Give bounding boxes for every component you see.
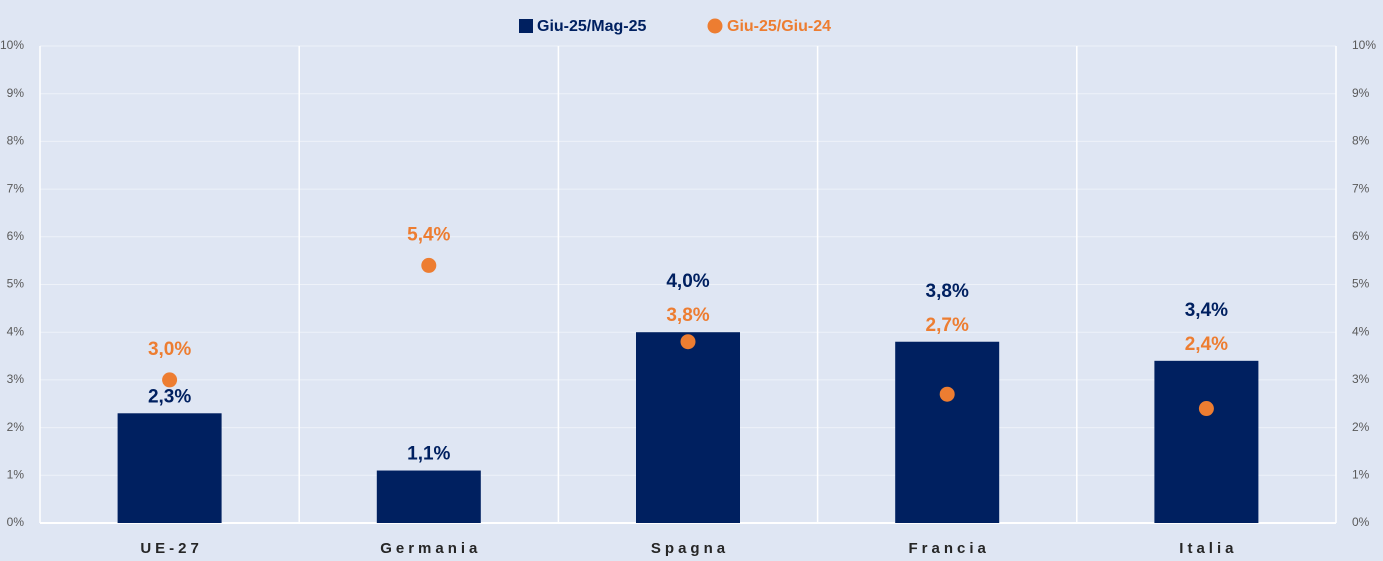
y2-tick-label: 5% <box>1352 277 1370 291</box>
y2-tick-label: 3% <box>1352 372 1370 386</box>
dot <box>162 372 178 388</box>
legend-label: Giu-25/Mag-25 <box>537 18 646 35</box>
bar <box>636 332 740 523</box>
x-tick-label: Francia <box>909 540 990 557</box>
y-tick-label: 6% <box>7 229 25 243</box>
y2-tick-label: 9% <box>1352 86 1370 100</box>
legend-swatch <box>519 19 533 33</box>
y-tick-label: 8% <box>7 134 25 148</box>
dot <box>1198 401 1214 417</box>
dot-value-label: 3,8% <box>666 305 709 326</box>
dot <box>680 334 696 350</box>
y2-tick-label: 2% <box>1352 420 1370 434</box>
dot-value-label: 2,4% <box>1185 334 1228 355</box>
bar-value-label: 2,3% <box>148 386 191 407</box>
legend-swatch <box>707 18 723 34</box>
y2-tick-label: 0% <box>1352 515 1370 529</box>
y-tick-label: 7% <box>7 181 25 195</box>
x-tick-label: UE-27 <box>140 540 203 557</box>
y-tick-label: 4% <box>7 324 25 338</box>
bar <box>895 341 1000 523</box>
y2-tick-label: 7% <box>1352 181 1370 195</box>
legend-label: Giu-25/Giu-24 <box>727 18 831 35</box>
bar-value-label: 4,0% <box>666 271 709 292</box>
y-tick-label: 3% <box>7 372 25 386</box>
x-tick-label: Italia <box>1179 540 1237 557</box>
y2-tick-label: 10% <box>1352 38 1376 52</box>
y-tick-label: 5% <box>7 277 25 291</box>
bar <box>117 413 222 523</box>
dot-value-label: 3,0% <box>148 339 191 360</box>
y2-tick-label: 6% <box>1352 229 1370 243</box>
y-tick-label: 9% <box>7 86 25 100</box>
y2-tick-label: 1% <box>1352 467 1370 481</box>
bar <box>376 470 481 523</box>
x-tick-label: Spagna <box>651 540 729 557</box>
dot-value-label: 2,7% <box>926 315 969 336</box>
y2-tick-label: 4% <box>1352 324 1370 338</box>
dot <box>421 257 437 273</box>
y-tick-label: 1% <box>7 467 25 481</box>
bar <box>1154 360 1259 523</box>
y-tick-label: 0% <box>7 515 25 529</box>
bar-value-label: 3,4% <box>1185 300 1228 321</box>
dot <box>939 386 955 402</box>
y2-tick-label: 8% <box>1352 134 1370 148</box>
bar-value-label: 1,1% <box>407 444 450 465</box>
bar-value-label: 3,8% <box>926 281 969 302</box>
y-tick-label: 2% <box>7 420 25 434</box>
y-tick-label: 10% <box>0 38 24 52</box>
x-tick-label: Germania <box>380 540 481 557</box>
dot-value-label: 5,4% <box>407 224 450 245</box>
